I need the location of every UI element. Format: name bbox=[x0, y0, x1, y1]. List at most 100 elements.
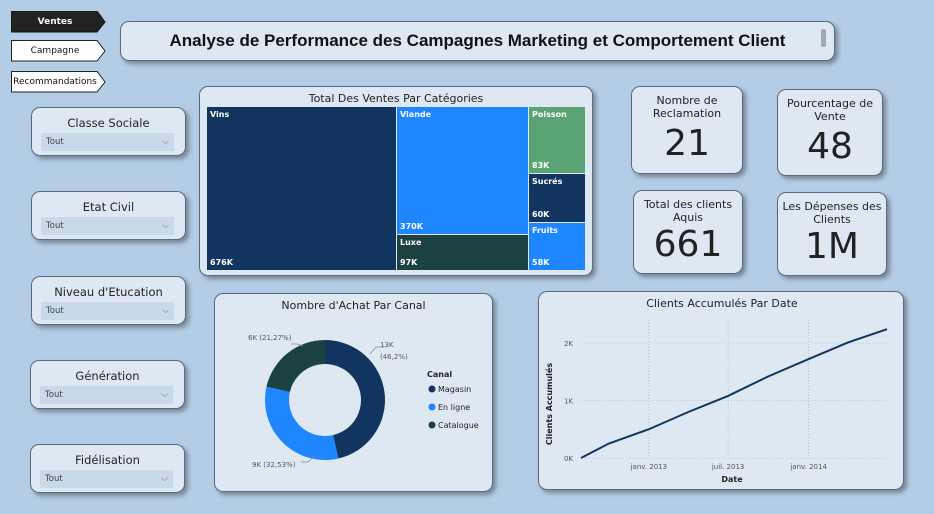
scroll-indicator[interactable] bbox=[821, 29, 826, 47]
leader-line bbox=[301, 453, 317, 463]
niveau-education-dropdown[interactable]: Tout ⌵ bbox=[41, 302, 174, 320]
grid bbox=[581, 320, 887, 459]
kpi-label: Pourcentage de Vente bbox=[786, 97, 874, 123]
slicer-label: Classe Sociale bbox=[67, 116, 150, 130]
legend-label-magasin[interactable]: Magasin bbox=[438, 385, 471, 394]
dropdown-value: Tout bbox=[46, 137, 64, 147]
slicer-generation: Génération Tout ⌵ bbox=[30, 360, 185, 409]
x-tick-label: janv. 2014 bbox=[789, 463, 827, 471]
slicer-fidelisation: Fidélisation Tout ⌵ bbox=[30, 444, 185, 493]
generation-dropdown[interactable]: Tout ⌵ bbox=[40, 386, 173, 404]
y-tick-label: 1K bbox=[564, 398, 573, 406]
kpi-label: Les Dépenses des Clients bbox=[782, 200, 882, 226]
dropdown-value: Tout bbox=[45, 390, 63, 400]
kpi-value: 48 bbox=[807, 126, 853, 167]
line-chart-card: Clients Accumulés Par Date Clients Accum… bbox=[538, 291, 904, 490]
donut-slice-catalogue[interactable] bbox=[266, 340, 325, 392]
tab-campagne-shape bbox=[11, 40, 106, 62]
tile-name: Poisson bbox=[532, 110, 567, 119]
dropdown-value: Tout bbox=[45, 474, 63, 484]
line-chart-title: Clients Accumulés Par Date bbox=[646, 297, 798, 310]
kpi-reclamation: Nombre de Reclamation 21 bbox=[631, 86, 743, 174]
tab-recommandations-shape bbox=[11, 71, 106, 93]
legend-marker-en-ligne bbox=[428, 403, 436, 411]
fidelisation-dropdown[interactable]: Tout ⌵ bbox=[40, 470, 173, 488]
x-tick-label: juil. 2013 bbox=[711, 463, 745, 471]
chevron-down-icon: ⌵ bbox=[162, 221, 169, 231]
y-axis-title: Clients Accumulés bbox=[544, 363, 554, 445]
data-label-magasin-pct: (46,2%) bbox=[380, 353, 408, 361]
x-axis-title: Date bbox=[721, 475, 743, 484]
leader-line bbox=[291, 343, 304, 347]
classe-sociale-dropdown[interactable]: Tout ⌵ bbox=[41, 133, 174, 151]
slicer-etat-civil: Etat Civil Tout ⌵ bbox=[31, 191, 186, 240]
kpi-value: 661 bbox=[653, 224, 723, 265]
page-title: Analyse de Performance des Campagnes Mar… bbox=[169, 31, 786, 50]
chevron-down-icon: ⌵ bbox=[162, 137, 169, 147]
donut-slices bbox=[265, 340, 386, 460]
tab-recommandations-label: Recommandations bbox=[13, 77, 97, 87]
donut-chart: 13K (46,2%) 6K (21,27%) 9K (32,53%) Cana… bbox=[248, 334, 479, 469]
series-line-clients[interactable] bbox=[580, 328, 888, 459]
treemap-title: Total Des Ventes Par Catégories bbox=[308, 92, 484, 105]
slicer-niveau-education: Niveau d'Etucation Tout ⌵ bbox=[31, 276, 186, 325]
treemap-tile-sucres[interactable]: Sucrés 60K bbox=[529, 174, 585, 222]
kpi-label: Nombre de Reclamation bbox=[652, 94, 722, 120]
tile-name: Vins bbox=[210, 110, 230, 119]
slicer-label: Génération bbox=[75, 369, 140, 383]
kpi-total-clients: Total des clients Aquis 661 bbox=[633, 190, 743, 274]
tile-value: 370K bbox=[400, 222, 423, 231]
tile-name: Luxe bbox=[400, 238, 422, 247]
tile-value: 83K bbox=[532, 161, 550, 170]
tile-name: Sucrés bbox=[532, 177, 563, 186]
treemap-tile-luxe[interactable]: Luxe 97K bbox=[397, 235, 528, 270]
tab-ventes-shape bbox=[11, 11, 106, 33]
chevron-down-icon: ⌵ bbox=[161, 390, 168, 400]
kpi-label: Total des clients Aquis bbox=[643, 198, 733, 224]
slicer-classe-sociale: Classe Sociale Tout ⌵ bbox=[31, 107, 186, 156]
y-tick-label: 0K bbox=[564, 455, 573, 463]
tab-ventes-label: Ventes bbox=[37, 17, 73, 27]
slicer-label: Niveau d'Etucation bbox=[54, 285, 163, 299]
tile-name: Fruits bbox=[532, 226, 558, 235]
dropdown-value: Tout bbox=[46, 306, 64, 316]
dropdown-value: Tout bbox=[46, 221, 64, 231]
kpi-value: 21 bbox=[664, 123, 710, 164]
tile-value: 676K bbox=[210, 258, 233, 267]
data-label-en-ligne: 9K (32,53%) bbox=[252, 461, 296, 469]
tile-value: 97K bbox=[400, 258, 418, 267]
legend-marker-magasin bbox=[428, 385, 436, 393]
tile-value: 60K bbox=[532, 210, 550, 219]
data-label-magasin-value: 13K bbox=[380, 341, 394, 349]
donut-title: Nombre d'Achat Par Canal bbox=[281, 299, 426, 312]
donut-slice-en-ligne[interactable] bbox=[265, 386, 339, 460]
legend-marker-catalogue bbox=[428, 421, 436, 429]
tile-value: 58K bbox=[532, 258, 550, 267]
donut-card: Nombre d'Achat Par Canal 13K (46,2%) 6K … bbox=[214, 293, 493, 492]
treemap-card: Total Des Ventes Par Catégories Vins 676K… bbox=[199, 86, 593, 276]
treemap-tile-poisson[interactable]: Poisson 83K bbox=[529, 107, 585, 173]
legend-label-catalogue[interactable]: Catalogue bbox=[438, 421, 479, 430]
tab-campagne-label: Campagne bbox=[30, 46, 80, 56]
line-chart: Clients Accumulés Par Date Clients Accum… bbox=[544, 297, 888, 484]
kpi-value: 1M bbox=[805, 226, 859, 267]
data-label-catalogue: 6K (21,27%) bbox=[248, 334, 292, 342]
tile-name: Viande bbox=[400, 110, 432, 119]
page-title-card: Analyse de Performance des Campagnes Mar… bbox=[120, 21, 835, 61]
treemap-tile-viande[interactable]: Viande 370K bbox=[397, 107, 528, 234]
x-tick-label: janv. 2013 bbox=[630, 463, 668, 471]
legend-label-en-ligne[interactable]: En ligne bbox=[438, 403, 470, 412]
kpi-depenses-clients: Les Dépenses des Clients 1M bbox=[777, 192, 887, 276]
donut-slice-magasin[interactable] bbox=[325, 340, 386, 459]
kpi-pourcentage-vente: Pourcentage de Vente 48 bbox=[777, 89, 883, 176]
treemap-tile-vins[interactable]: Vins 676K bbox=[207, 107, 396, 270]
chevron-down-icon: ⌵ bbox=[162, 306, 169, 316]
legend-title: Canal bbox=[427, 370, 452, 379]
slicer-label: Etat Civil bbox=[82, 200, 135, 214]
etat-civil-dropdown[interactable]: Tout ⌵ bbox=[41, 217, 174, 235]
leader-line bbox=[369, 346, 385, 355]
chevron-down-icon: ⌵ bbox=[161, 474, 168, 484]
slicer-label: Fidélisation bbox=[75, 453, 140, 467]
treemap-tile-fruits[interactable]: Fruits 58K bbox=[529, 223, 585, 270]
y-tick-label: 2K bbox=[564, 340, 573, 348]
